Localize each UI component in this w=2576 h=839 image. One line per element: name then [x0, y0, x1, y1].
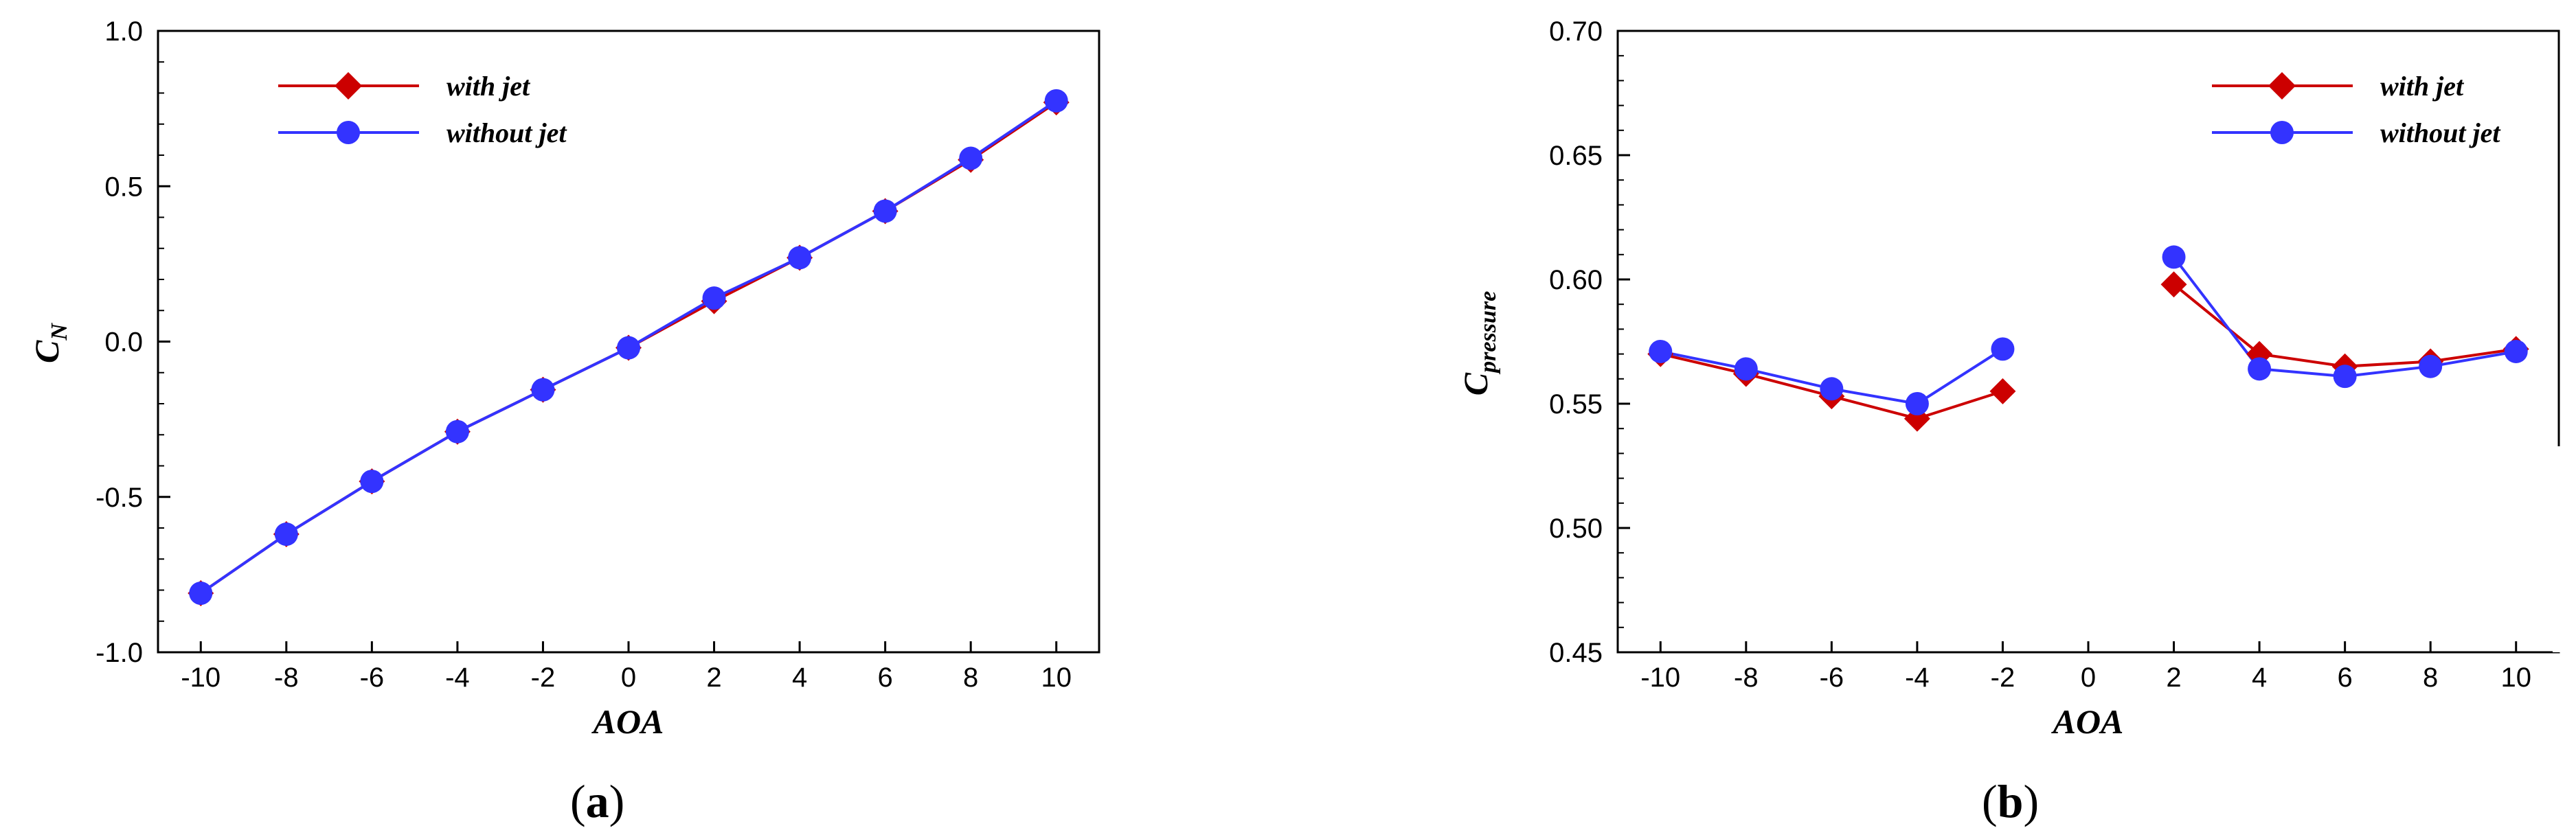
- data-point-without-jet: [1734, 357, 1758, 381]
- y-tick-label: 0.55: [1549, 389, 1603, 420]
- y-ticks-a: -1.0 -0.5 0.0 0.5 1.0: [95, 16, 170, 668]
- svg-text:CN: CN: [27, 323, 72, 363]
- x-tick-label: 10: [1041, 663, 1072, 693]
- y-tick-label: 0.60: [1549, 265, 1603, 295]
- data-point-without-jet: [702, 286, 726, 310]
- data-point-without-jet: [959, 146, 983, 170]
- x-tick-label: -4: [1905, 663, 1930, 693]
- y-axis-label-b: Cpressure: [1456, 291, 1501, 395]
- right-edge-gap-b: [2553, 446, 2565, 652]
- x-tick-label: -2: [531, 663, 556, 693]
- data-point-without-jet: [274, 522, 298, 547]
- legend-marker-without-jet-a: [337, 121, 360, 144]
- y-tick-label: 0.65: [1549, 141, 1603, 171]
- data-point-without-jet: [788, 246, 812, 270]
- panel-caption-a: (a): [570, 775, 624, 827]
- x-tick-label: -8: [274, 663, 299, 693]
- x-tick-label: 8: [963, 663, 978, 693]
- legend-marker-with-jet-b: [2268, 72, 2296, 100]
- data-point-without-jet: [189, 582, 213, 606]
- y-tick-label: -0.5: [95, 483, 143, 513]
- chart-a: -10 -8 -6 -4 -2 0 2 4 6 8 10 -1.0 -0.5 0.0 0.5 1.0 AOA…: [27, 16, 1100, 827]
- x-tick-label: -6: [1820, 663, 1844, 693]
- data-point-without-jet: [2162, 245, 2186, 269]
- data-point-without-jet: [1905, 392, 1929, 415]
- svg-text:Cpressure: Cpressure: [1456, 291, 1501, 395]
- y-tick-label: 0.45: [1549, 638, 1603, 668]
- series-a: [188, 89, 1070, 607]
- y-tick-label: 1.0: [104, 16, 143, 47]
- y-tick-label: 0.50: [1549, 514, 1603, 544]
- data-point-without-jet: [2248, 357, 2272, 381]
- data-point-with-jet: [1989, 378, 2016, 404]
- y-tick-label: 0.70: [1549, 16, 1603, 47]
- y-ticks-b: 0.45 0.50 0.55 0.60 0.65 0.70: [1549, 16, 1630, 668]
- x-tick-label: 6: [2338, 663, 2353, 693]
- data-point-without-jet: [873, 199, 897, 223]
- legend-marker-without-jet-b: [2270, 121, 2294, 144]
- data-point-without-jet: [1044, 89, 1068, 113]
- x-tick-label: 8: [2423, 663, 2438, 693]
- data-point-without-jet: [2419, 354, 2443, 378]
- x-tick-label: -8: [1734, 663, 1759, 693]
- x-ticks-a: -10 -8 -6 -4 -2 0 2 4 6 8 10: [181, 641, 1072, 693]
- data-point-without-jet: [617, 336, 640, 360]
- chart-b: -10 -8 -6 -4 -2 0 2 4 6 8 10 0.450.500.550.600.650…: [1456, 16, 2565, 827]
- data-point-without-jet: [1649, 339, 1673, 363]
- data-point-without-jet: [445, 420, 469, 444]
- x-tick-label: -10: [181, 663, 221, 693]
- x-tick-label: -6: [360, 663, 385, 693]
- data-point-without-jet: [1991, 337, 2015, 361]
- legend-label-with-jet-a: with jet: [447, 71, 531, 102]
- y-axis-label-a: CN: [27, 323, 72, 363]
- y-axis-label-main-a: C: [27, 340, 66, 363]
- x-ticks-b: -10 -8 -6 -4 -2 0 2 4 6 8 10: [1640, 641, 2531, 693]
- legend-a: with jet without jet: [278, 71, 567, 148]
- panel-caption-b: (b): [1982, 775, 2039, 827]
- data-point-without-jet: [1820, 377, 1844, 401]
- series-b: [1647, 245, 2529, 432]
- data-point-without-jet: [531, 378, 555, 402]
- x-axis-label-b: AOA: [2051, 702, 2124, 741]
- data-point-without-jet: [360, 470, 384, 494]
- x-tick-label: 2: [2166, 663, 2181, 693]
- legend-b: with jet without jet: [2212, 71, 2501, 148]
- y-tick-label: 0.0: [104, 327, 143, 358]
- x-tick-label: 2: [706, 663, 721, 693]
- x-tick-label: 4: [792, 663, 807, 693]
- data-point-without-jet: [2504, 339, 2528, 363]
- x-tick-label: 0: [2081, 663, 2096, 693]
- x-tick-label: -4: [445, 663, 470, 693]
- x-tick-label: -2: [1991, 663, 2015, 693]
- x-tick-label: 0: [621, 663, 636, 693]
- x-tick-label: 6: [878, 663, 893, 693]
- y-axis-label-sub-a: N: [47, 323, 72, 341]
- y-axis-label-main-b: C: [1456, 372, 1495, 395]
- legend-label-with-jet-b: with jet: [2380, 71, 2465, 102]
- x-tick-label: 10: [2500, 663, 2531, 693]
- x-tick-label: 4: [2252, 663, 2267, 693]
- y-axis-label-sub-b: pressure: [1476, 291, 1501, 375]
- y-tick-label: -1.0: [95, 638, 143, 668]
- legend-marker-with-jet-a: [335, 72, 362, 100]
- data-point-with-jet: [2160, 271, 2187, 298]
- x-axis-label-a: AOA: [591, 702, 664, 741]
- x-tick-label: -10: [1640, 663, 1680, 693]
- data-point-without-jet: [2333, 365, 2357, 389]
- legend-label-without-jet-b: without jet: [2380, 117, 2501, 148]
- y-tick-label: 0.5: [104, 172, 143, 202]
- legend-label-without-jet-a: without jet: [447, 117, 567, 148]
